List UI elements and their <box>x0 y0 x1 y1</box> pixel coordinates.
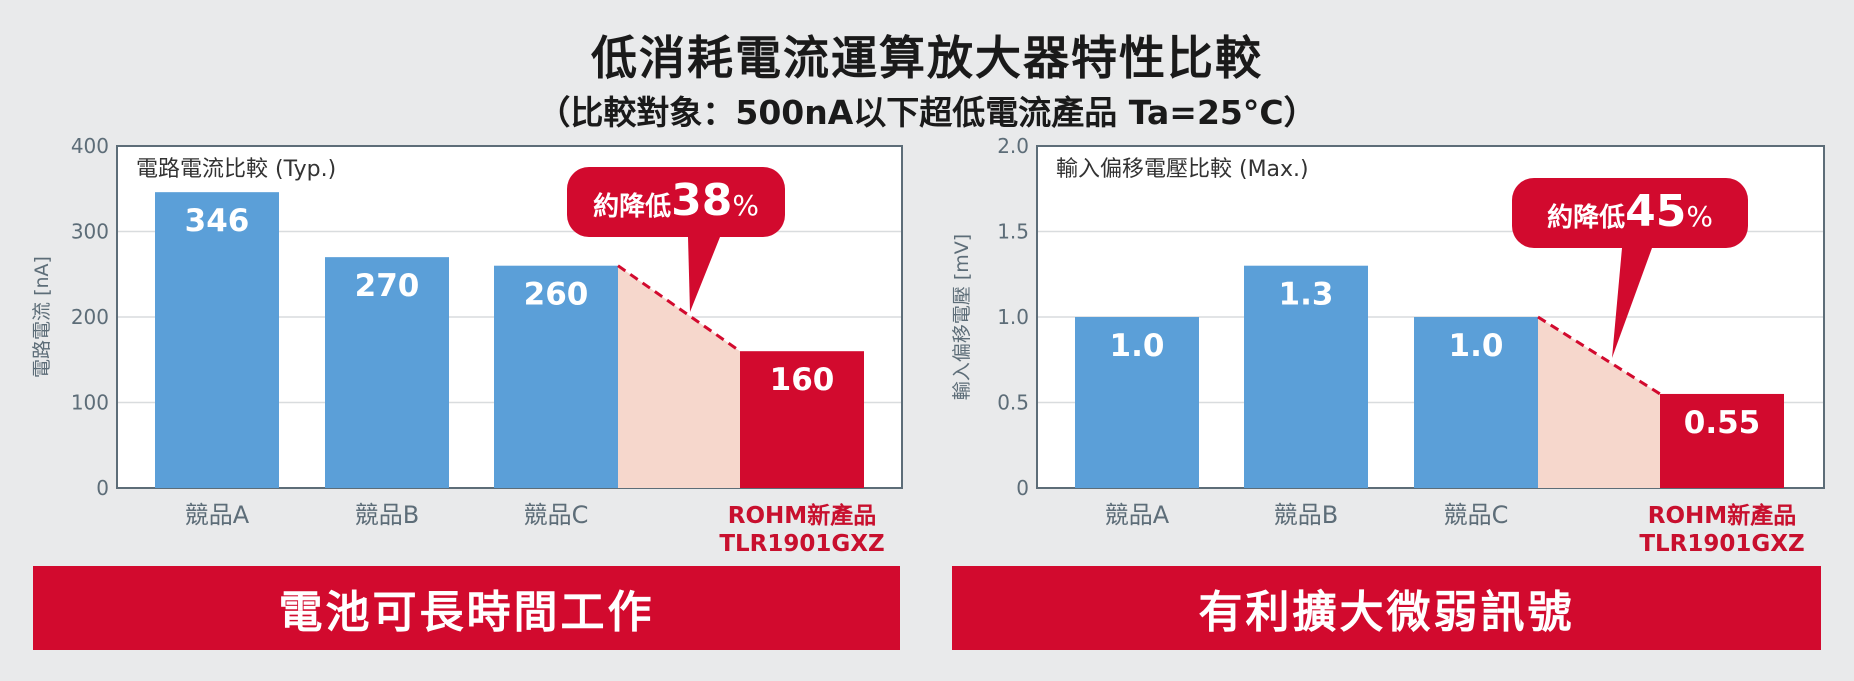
chart2-bar-value-label: 1.0 <box>1449 328 1504 364</box>
page-subtitle: （比較對象：500nA以下超低電流產品 Ta=25°C） <box>537 93 1317 132</box>
chart1-y-tick-label: 400 <box>71 134 109 158</box>
chart2-y-tick-label: 2.0 <box>997 134 1029 158</box>
chart1-callout-number: 38 <box>671 175 732 226</box>
chart1-callout-text: 約降低38% <box>593 175 759 226</box>
chart2-callout-text: 約降低45% <box>1547 186 1713 237</box>
chart2-bar-3 <box>1414 317 1538 488</box>
chart2-category-label: 競品A <box>1105 501 1170 529</box>
chart2-category-label: ROHM新產品 <box>1648 502 1796 529</box>
chart2-callout-bubble <box>1512 178 1748 248</box>
chart2-bar-2 <box>1244 265 1368 488</box>
chart1-bar-value-label: 346 <box>185 203 250 239</box>
chart1-category-label: ROHM新產品 <box>728 502 876 529</box>
chart2-bar-value-label: 1.0 <box>1110 328 1165 364</box>
chart1-y-tick-label: 300 <box>71 220 109 244</box>
chart2-title: 輸入偏移電壓比較 (Max.) <box>1056 157 1309 182</box>
chart1-bar-value-label: 260 <box>524 277 589 313</box>
chart2-bar-1 <box>1075 317 1199 488</box>
chart1-y-tick-label: 0 <box>96 476 109 500</box>
chart1-category-label: TLR1901GXZ <box>719 531 884 557</box>
chart1-category-label: 競品B <box>355 501 419 529</box>
chart1-title: 電路電流比較 (Typ.) <box>136 157 336 182</box>
chart1-bar-3 <box>494 265 618 488</box>
chart1-bar-4 <box>740 351 864 488</box>
chart2-callout-prefix: 約降低 <box>1547 202 1625 233</box>
chart1-category-label: 競品C <box>524 501 589 529</box>
chart1-bar-value-label: 160 <box>770 362 835 398</box>
page-title: 低消耗電流運算放大器特性比較 <box>591 31 1263 85</box>
chart1-callout-prefix: 約降低 <box>593 191 671 222</box>
chart1-callout-unit: % <box>732 189 759 222</box>
chart2-category-label: 競品B <box>1274 501 1338 529</box>
banner-battery: 電池可長時間工作 <box>33 566 900 650</box>
chart1-bar-2 <box>325 257 449 488</box>
chart1-callout-tail <box>688 237 720 312</box>
chart2-callout-tail <box>1612 248 1652 358</box>
chart2-reduction-area <box>1538 317 1660 488</box>
chart2-callout-unit: % <box>1686 200 1713 233</box>
chart1-reduction-line <box>617 264 741 353</box>
chart2-category-label: 競品C <box>1444 501 1509 529</box>
chart1-reduction-area <box>618 265 740 488</box>
chart2-bar-4 <box>1660 393 1784 488</box>
chart2-callout-number: 45 <box>1625 186 1686 237</box>
chart1-category-label: 競品A <box>185 501 250 529</box>
chart1-bar-1 <box>155 192 279 489</box>
chart2-y-tick-label: 1.5 <box>997 220 1029 244</box>
chart2-bar-value-label: 0.55 <box>1684 405 1761 441</box>
banner-signal: 有利擴大微弱訊號 <box>952 566 1821 650</box>
chart2-reduction-line <box>1537 315 1661 396</box>
chart2-y-axis-label: 輸入偏移電壓 [mV] <box>951 234 973 400</box>
chart2-category-label: TLR1901GXZ <box>1639 531 1804 557</box>
chart1-y-tick-label: 100 <box>71 391 109 415</box>
chart1-bar-value-label: 270 <box>355 268 420 304</box>
chart2-bar-value-label: 1.3 <box>1279 277 1334 313</box>
chart2-y-tick-label: 0 <box>1016 476 1029 500</box>
chart1-y-axis-label: 電路電流 [nA] <box>31 256 53 378</box>
chart2-y-tick-label: 1.0 <box>997 305 1029 329</box>
chart2-y-tick-label: 0.5 <box>997 391 1029 415</box>
chart1-y-tick-label: 200 <box>71 305 109 329</box>
chart1-callout-bubble <box>567 167 785 237</box>
